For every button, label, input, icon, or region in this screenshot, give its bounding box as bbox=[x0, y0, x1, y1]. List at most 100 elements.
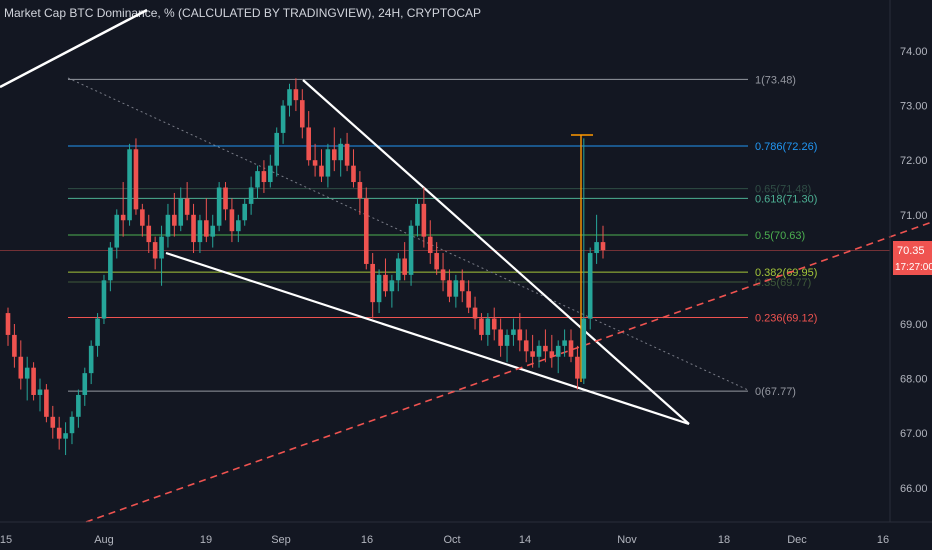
candle bbox=[370, 253, 375, 319]
candle bbox=[191, 203, 196, 254]
fib-level-label: 0.35(69.77) bbox=[755, 277, 811, 289]
wedge-lower-line bbox=[165, 251, 690, 426]
candle-body bbox=[440, 269, 446, 281]
candle-body bbox=[408, 225, 414, 275]
time-tick-label: Dec bbox=[787, 534, 807, 546]
candle bbox=[69, 411, 75, 445]
candle bbox=[184, 182, 190, 221]
candle-body bbox=[319, 165, 324, 177]
candle-body bbox=[581, 318, 587, 379]
fib-level-label: 1(73.48) bbox=[755, 74, 796, 86]
candle-body bbox=[415, 203, 420, 226]
candle-body bbox=[114, 214, 120, 248]
candle-body bbox=[88, 345, 94, 374]
time-tick-label: Oct bbox=[443, 534, 460, 546]
wedge-upper-line bbox=[302, 79, 690, 425]
candle bbox=[402, 242, 407, 281]
candle-body bbox=[178, 198, 184, 226]
candle bbox=[287, 83, 292, 117]
candle bbox=[146, 214, 152, 254]
candle-body bbox=[370, 263, 375, 303]
candle-body bbox=[108, 247, 113, 281]
candle-body bbox=[504, 334, 510, 346]
candle-body bbox=[101, 280, 107, 319]
candle-body bbox=[351, 165, 356, 183]
candle-body bbox=[427, 236, 433, 254]
candle bbox=[530, 334, 535, 368]
candle-body bbox=[127, 149, 132, 221]
candle-body bbox=[600, 242, 606, 251]
candle bbox=[440, 253, 446, 292]
candle-body bbox=[44, 389, 49, 417]
candle-body bbox=[466, 291, 471, 308]
candle bbox=[159, 225, 164, 286]
candle-body bbox=[383, 274, 388, 292]
time-tick-label: 19 bbox=[200, 534, 212, 546]
candle bbox=[88, 340, 94, 385]
candle bbox=[114, 209, 120, 259]
candle-body bbox=[5, 313, 11, 335]
candle-body bbox=[18, 356, 24, 379]
candle bbox=[133, 138, 139, 215]
candle bbox=[555, 340, 561, 374]
candle-body bbox=[511, 329, 516, 335]
candle bbox=[376, 269, 382, 314]
candle bbox=[562, 329, 567, 357]
candle bbox=[152, 236, 158, 270]
candle-body bbox=[146, 225, 152, 243]
time-tick-label: Aug bbox=[94, 534, 114, 546]
candle-body bbox=[562, 340, 567, 346]
candle-body bbox=[530, 351, 535, 357]
candle-body bbox=[453, 280, 459, 297]
candle bbox=[523, 329, 529, 363]
fib-level-label: 0.618(71.30) bbox=[755, 193, 817, 205]
candle-body bbox=[37, 389, 43, 395]
candle-body bbox=[293, 89, 299, 101]
candle-body bbox=[223, 187, 228, 210]
candle bbox=[127, 143, 132, 226]
candle bbox=[268, 154, 273, 188]
candle-body bbox=[543, 345, 548, 352]
candle-body bbox=[555, 345, 561, 357]
candle bbox=[498, 318, 503, 357]
candle bbox=[351, 149, 356, 188]
candle-body bbox=[363, 198, 369, 264]
candle-body bbox=[491, 318, 497, 330]
candle-body bbox=[274, 132, 280, 166]
candle bbox=[421, 187, 427, 248]
candle bbox=[485, 313, 491, 346]
fib-level-label: 0(67.77) bbox=[755, 386, 796, 398]
candle-body bbox=[152, 242, 158, 259]
candle-body bbox=[472, 307, 478, 319]
candle-body bbox=[261, 171, 267, 183]
chart-title: Market Cap BTC Dominance, % (CALCULATED … bbox=[4, 6, 482, 20]
price-tick-label: 69.00 bbox=[900, 319, 928, 331]
candle-body bbox=[210, 225, 216, 237]
candle-body bbox=[229, 209, 235, 232]
candle-body bbox=[338, 143, 343, 161]
candle bbox=[165, 203, 171, 248]
candle bbox=[319, 149, 324, 183]
candle bbox=[447, 269, 452, 303]
candle-body bbox=[536, 345, 542, 357]
candle bbox=[280, 100, 286, 144]
candle bbox=[261, 160, 267, 193]
candle-body bbox=[63, 433, 68, 439]
candle-body bbox=[447, 280, 452, 297]
candle bbox=[108, 242, 113, 292]
candle bbox=[395, 253, 401, 292]
time-tick-label: 18 bbox=[718, 534, 730, 546]
candle-body bbox=[255, 171, 260, 188]
candle-body bbox=[575, 356, 580, 379]
candle-body bbox=[69, 416, 75, 434]
candle-body bbox=[242, 203, 248, 221]
candle-body bbox=[165, 214, 171, 237]
candle-body bbox=[120, 214, 126, 221]
candle-body bbox=[56, 427, 62, 439]
candle-body bbox=[517, 329, 523, 341]
time-tick-label: 16 bbox=[361, 534, 373, 546]
candle bbox=[82, 367, 88, 406]
candle-body bbox=[204, 220, 209, 237]
candle-body bbox=[280, 105, 286, 133]
